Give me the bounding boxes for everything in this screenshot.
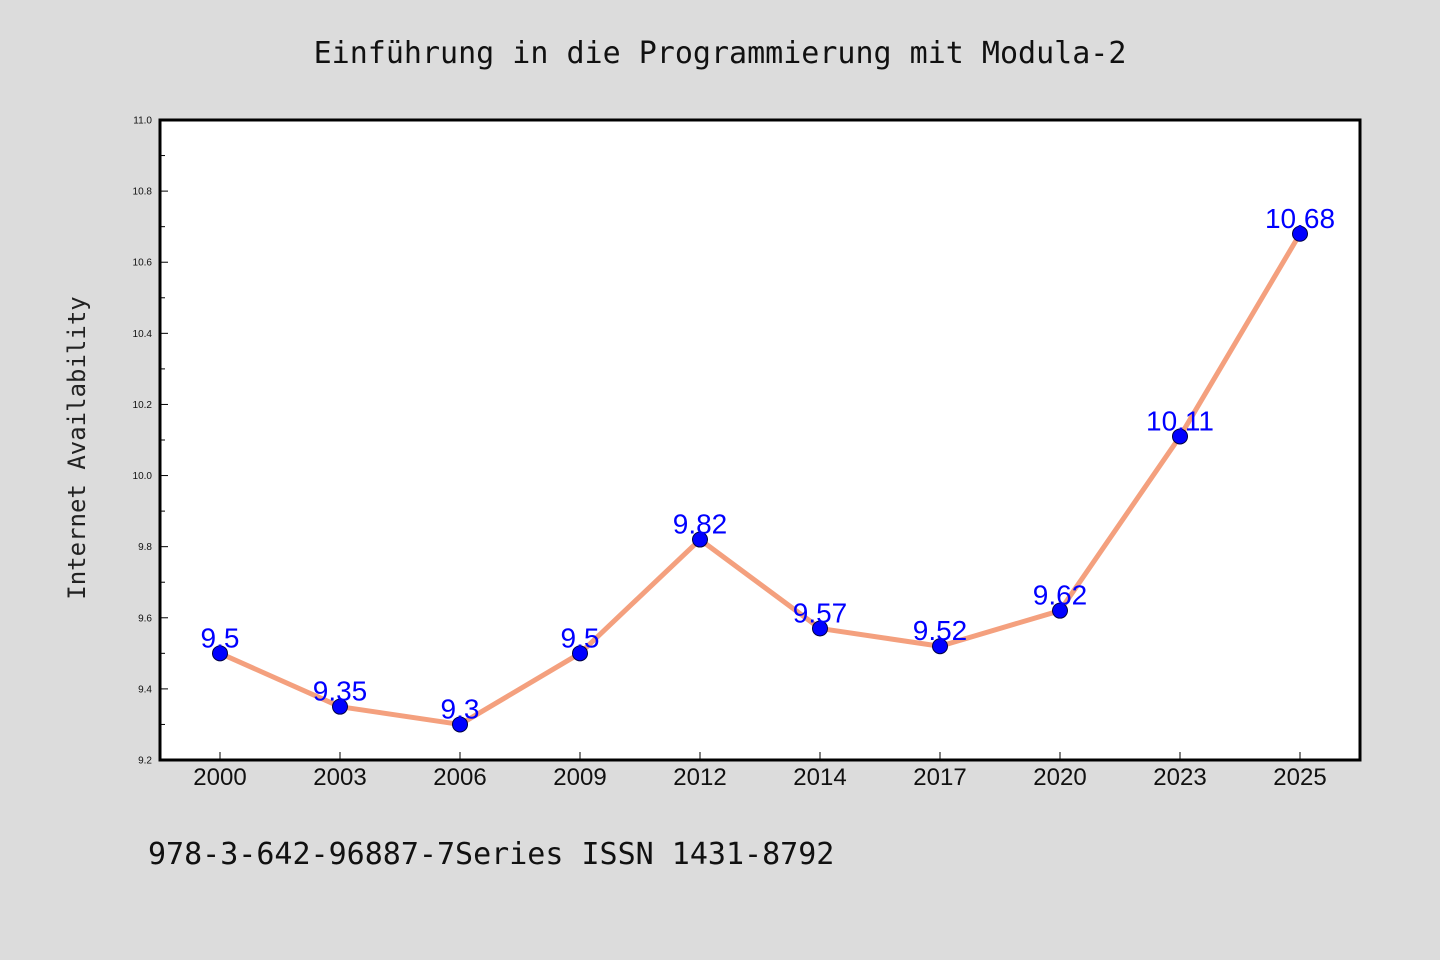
- data-label: 9.82: [673, 509, 728, 540]
- x-tick-label: 2003: [313, 764, 366, 791]
- data-label: 9.5: [561, 622, 600, 653]
- data-point-marker: [1172, 428, 1188, 445]
- data-label: 10.68: [1265, 203, 1335, 234]
- y-tick-label: 9.4: [138, 684, 152, 695]
- y-tick-label: 9.2: [138, 756, 152, 767]
- y-tick-label: 9.8: [138, 542, 152, 553]
- data-label: 9.5: [201, 622, 240, 653]
- plot-area: [158, 118, 1362, 762]
- chart-title: Einführung in die Programmierung mit Mod…: [314, 36, 1127, 71]
- data-point-marker: [932, 638, 948, 655]
- y-tick-label: 9.6: [138, 613, 152, 624]
- data-label: 9.62: [1033, 580, 1088, 611]
- data-label: 9.35: [313, 676, 368, 707]
- x-tick-label: 2012: [673, 764, 726, 791]
- series-line: [217, 231, 1303, 727]
- data-point-marker: [1292, 225, 1308, 242]
- x-tick-label: 2000: [193, 764, 246, 791]
- footer-isbn-text: 978-3-642-96887-7Series ISSN 1431-8792: [148, 837, 834, 872]
- data-label: 9.57: [793, 597, 848, 628]
- x-tick-label: 2025: [1273, 764, 1326, 791]
- y-tick-label: 10.6: [133, 258, 153, 269]
- x-tick-label: 2023: [1153, 764, 1206, 791]
- data-point-marker: [692, 531, 708, 548]
- y-tick-label: 11.0: [133, 116, 152, 127]
- data-labels: 9.5 9.35 9.3 9.5 9.82 9.57 9.52 9.62 10.11 10.68: [201, 203, 1336, 725]
- data-label: 10.11: [1146, 405, 1214, 436]
- markers: [212, 225, 1308, 733]
- x-tick-label: 2014: [793, 764, 846, 791]
- x-tick-label: 2009: [553, 764, 606, 791]
- y-axis: 9.2 9.4 9.6 9.8 10.0 10.2 10.4 10.6 10.8 11.0: [133, 116, 168, 767]
- y-axis-label: Internet Availability: [63, 296, 91, 599]
- y-tick-label: 10.8: [133, 187, 153, 198]
- data-label: 9.3: [441, 693, 480, 724]
- data-point-marker: [1052, 602, 1068, 619]
- x-tick-label: 2006: [433, 764, 486, 791]
- data-label: 9.52: [913, 615, 968, 646]
- data-point-marker: [332, 698, 348, 715]
- x-tick-label: 2017: [913, 764, 966, 791]
- data-point-marker: [572, 645, 588, 662]
- y-tick-label: 10.0: [133, 471, 153, 482]
- data-point-marker: [212, 645, 228, 662]
- series-line-group: [217, 231, 1303, 727]
- y-tick-label: 10.4: [133, 329, 153, 340]
- data-point-marker: [812, 620, 828, 637]
- y-tick-label: 10.2: [133, 400, 153, 411]
- x-axis: 2000 2003 2006 2009 2012 2014 2017 2020 2023 2025: [193, 752, 1327, 791]
- x-tick-label: 2020: [1033, 764, 1086, 791]
- data-point-marker: [452, 716, 468, 733]
